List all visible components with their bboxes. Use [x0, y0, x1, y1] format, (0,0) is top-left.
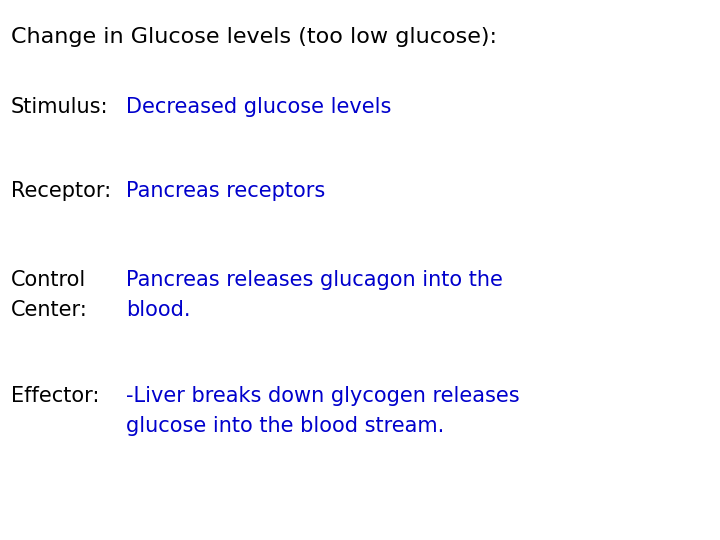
Text: Stimulus:: Stimulus: [11, 97, 108, 117]
Text: Decreased glucose levels: Decreased glucose levels [126, 97, 392, 117]
Text: Pancreas receptors: Pancreas receptors [126, 181, 325, 201]
Text: Pancreas releases glucagon into the
blood.: Pancreas releases glucagon into the bloo… [126, 270, 503, 320]
Text: Change in Glucose levels (too low glucose):: Change in Glucose levels (too low glucos… [11, 27, 497, 47]
Text: Effector:: Effector: [11, 386, 99, 406]
Text: -Liver breaks down glycogen releases
glucose into the blood stream.: -Liver breaks down glycogen releases glu… [126, 386, 520, 436]
Text: Control
Center:: Control Center: [11, 270, 88, 320]
Text: Receptor:: Receptor: [11, 181, 117, 201]
